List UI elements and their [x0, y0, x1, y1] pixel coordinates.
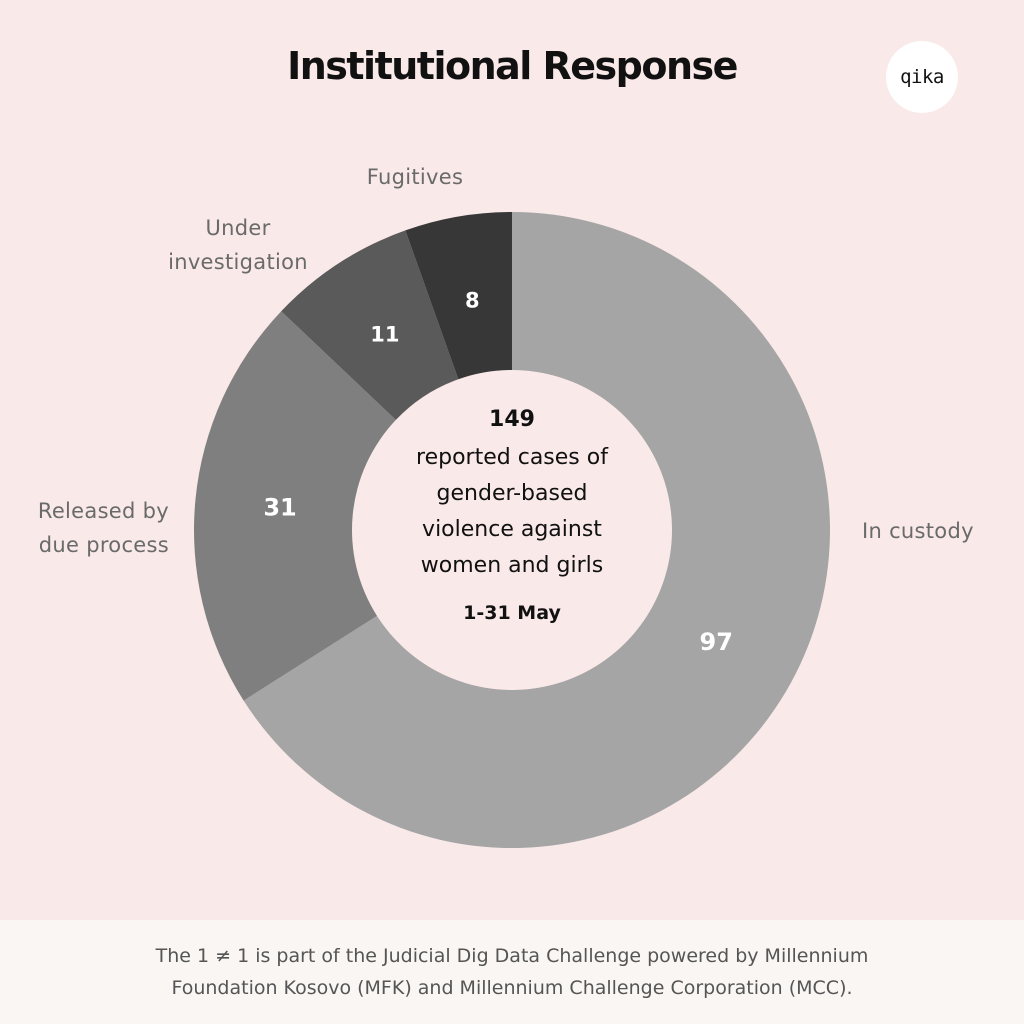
slice-value-label: 11	[370, 323, 399, 347]
qika-logo: qika	[886, 41, 958, 113]
slice-label-released: Released by due process	[38, 494, 169, 562]
donut-slice-under-investigation	[281, 230, 459, 420]
footer-line: Foundation Kosovo (MFK) and Millennium C…	[171, 977, 853, 999]
slice-label-line: due process	[38, 533, 169, 557]
date-period: 1-31 May	[463, 602, 561, 624]
center-description-line: gender-based	[436, 481, 588, 506]
footer: The 1 ≠ 1 is part of the Judicial Dig Da…	[0, 920, 1024, 1024]
donut-slice-fugitives	[405, 212, 512, 380]
slice-label-line: investigation	[168, 250, 308, 274]
footer-line: The 1 ≠ 1 is part of the Judicial Dig Da…	[155, 945, 869, 967]
center-description-line: violence against	[422, 517, 602, 542]
slice-label-under-investigation: Under investigation	[160, 211, 316, 279]
slice-value-label: 31	[263, 494, 296, 522]
slice-value-label: 8	[465, 288, 480, 312]
slice-label-line: Released by	[37, 499, 169, 523]
footer-text: The 1 ≠ 1 is part of the Judicial Dig Da…	[0, 940, 1024, 1004]
center-description-line: reported cases of	[416, 445, 608, 470]
center-summary: 149 reported cases of gender-based viole…	[372, 400, 652, 624]
donut-slice-released-by-due-process	[194, 311, 396, 701]
center-description-line: women and girls	[420, 553, 604, 578]
slice-label-in-custody: In custody	[862, 519, 974, 543]
total-cases: 149	[489, 407, 535, 432]
logo-text: qika	[900, 66, 944, 88]
slice-label-line: Fugitives	[366, 165, 464, 189]
slice-label-fugitives: Fugitives	[340, 160, 490, 194]
donut-chart: 97 31 11 8	[194, 212, 830, 849]
slice-label-line: Under	[205, 216, 271, 240]
slice-value-label: 97	[700, 628, 733, 656]
chart-title: Institutional Response	[287, 44, 738, 88]
donut-slice-in-custody	[243, 212, 830, 849]
